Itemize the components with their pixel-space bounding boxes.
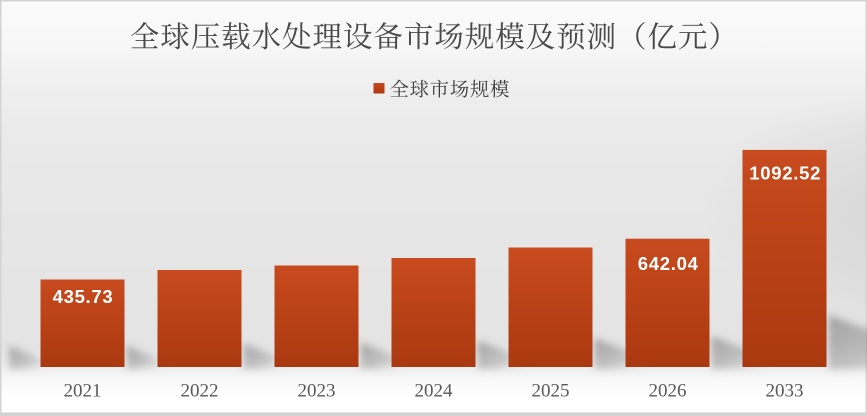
svg-text:2023: 2023 [298, 381, 336, 402]
svg-text:2025: 2025 [532, 381, 570, 402]
svg-text:2033: 2033 [766, 381, 804, 402]
svg-text:2022: 2022 [181, 381, 219, 402]
svg-text:1092.52: 1092.52 [749, 163, 821, 184]
svg-text:642.04: 642.04 [638, 253, 699, 274]
svg-text:2026: 2026 [649, 381, 687, 402]
svg-text:2024: 2024 [415, 381, 454, 402]
svg-text:435.73: 435.73 [53, 286, 114, 307]
svg-text:2021: 2021 [64, 381, 102, 402]
